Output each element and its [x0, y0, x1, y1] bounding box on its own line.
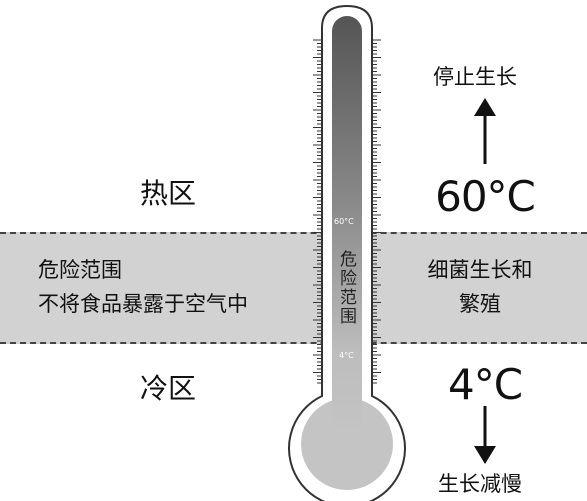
- slow-growth-label: 生长减慢: [438, 472, 522, 496]
- thermometer-mark-4: 4°C: [339, 351, 354, 360]
- up-arrow-icon: [474, 98, 496, 164]
- tick-marks-right: [372, 39, 381, 384]
- down-arrow-icon: [474, 406, 496, 464]
- hot-temperature: 60°C: [435, 172, 536, 221]
- vertical-danger-label: 危险范围: [336, 250, 356, 326]
- stop-growth-label: 停止生长: [433, 65, 517, 89]
- thermometer-column: [332, 16, 362, 436]
- danger-zone-advice: 不将食品暴露于空气中: [38, 292, 248, 316]
- thermometer-bulb: [301, 398, 393, 490]
- danger-zone-band: [0, 232, 587, 344]
- hot-zone-label: 热区: [140, 177, 197, 210]
- tick-marks-left: [313, 39, 322, 384]
- danger-zone-title: 危险范围: [38, 258, 122, 282]
- cold-zone-label: 冷区: [140, 372, 197, 405]
- bacteria-growth-line1: 细菌生长和: [427, 258, 533, 282]
- cold-temperature: 4°C: [447, 360, 523, 409]
- bacteria-growth-line2: 繁殖: [459, 292, 501, 316]
- thermometer-mark-60: 60°C: [334, 217, 354, 226]
